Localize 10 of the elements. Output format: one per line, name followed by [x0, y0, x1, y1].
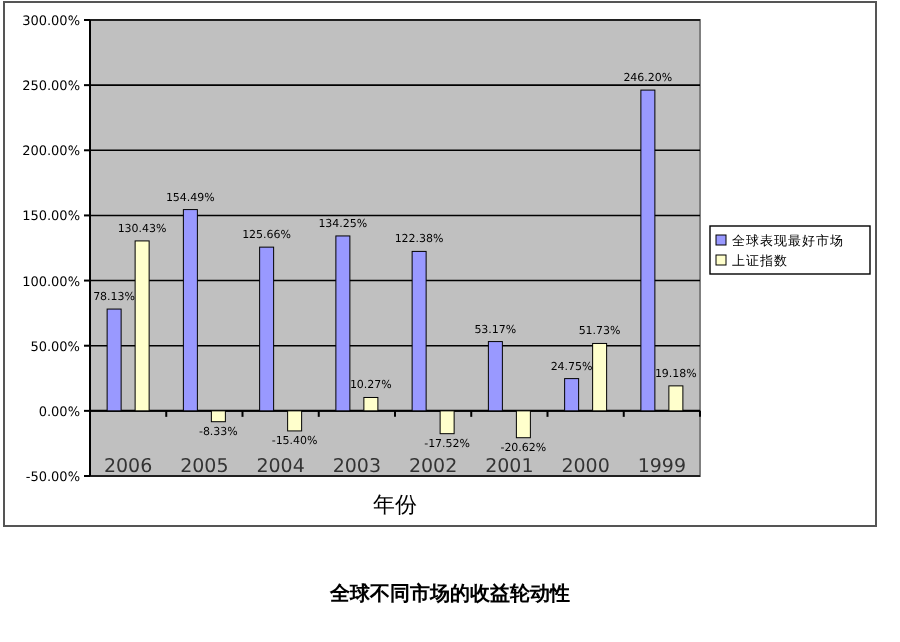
x-tick-label: 2002 — [408, 456, 458, 478]
x-tick-label: 2004 — [256, 456, 305, 478]
x-tick-label: 2005 — [180, 456, 229, 478]
x-tick-label: 2001 — [485, 456, 534, 478]
x-tick-label: 2006 — [103, 456, 153, 478]
x-tick-label: 1999 — [637, 456, 687, 478]
x-tick-label: 2003 — [332, 456, 382, 478]
text: 全球不同市场的收益轮动性 — [328, 582, 570, 606]
x-tick-label: 2000 — [561, 456, 610, 478]
x-axis-title: 年份 — [373, 492, 417, 518]
